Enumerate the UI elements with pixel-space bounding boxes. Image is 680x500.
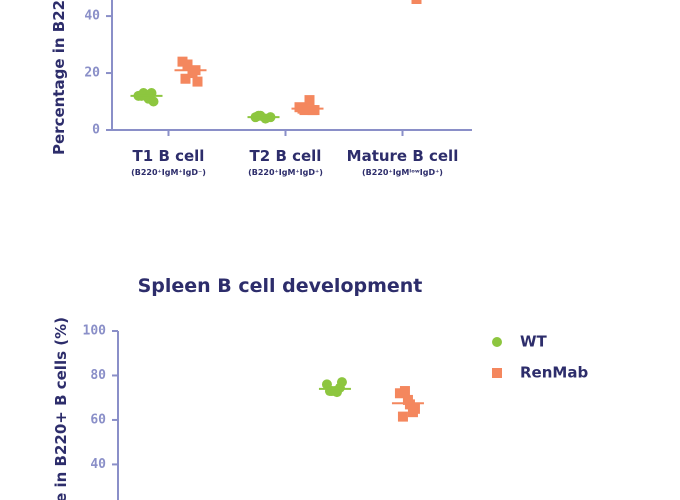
y-tick-label: 40: [84, 9, 100, 24]
data-point: [192, 76, 203, 87]
y-tick-label: 60: [90, 412, 106, 427]
legend-marker: [492, 368, 502, 378]
x-tick-sublabel: (B220⁺IgM⁺IgD⁻): [131, 168, 206, 177]
y-tick-label: 20: [84, 66, 100, 81]
data-point: [329, 386, 340, 397]
x-tick-sublabel: (B220⁺IgMˡᵒʷIgD⁺): [362, 168, 443, 177]
data-point: [407, 407, 418, 418]
data-point: [182, 59, 193, 70]
data-point: [402, 394, 413, 405]
y-axis-label: Percentage in B220+ B cells (%): [50, 0, 68, 155]
legend-label: WT: [520, 333, 548, 351]
data-point: [399, 386, 410, 397]
x-tick-sublabel: (B220⁺IgM⁺IgD⁺): [248, 168, 323, 177]
y-tick-label: 100: [83, 324, 107, 339]
x-tick-label: T1 B cell: [133, 147, 205, 165]
legend-label: RenMab: [520, 364, 588, 382]
data-point: [180, 73, 191, 84]
data-point: [253, 110, 264, 121]
y-axis-label: Percentage in B220+ B cells (%): [52, 317, 70, 500]
y-tick-label: 0: [92, 123, 100, 138]
legend-marker: [492, 337, 502, 347]
data-point: [397, 411, 408, 422]
data-point: [307, 105, 318, 116]
data-point: [304, 95, 315, 106]
y-tick-label: 80: [90, 368, 106, 383]
x-tick-label: Mature B cell: [347, 147, 459, 165]
x-tick-label: T2 B cell: [250, 147, 322, 165]
chart-title: Spleen B cell development: [138, 275, 423, 297]
data-point: [148, 96, 159, 107]
data-point: [411, 0, 422, 4]
y-tick-label: 40: [90, 457, 106, 472]
